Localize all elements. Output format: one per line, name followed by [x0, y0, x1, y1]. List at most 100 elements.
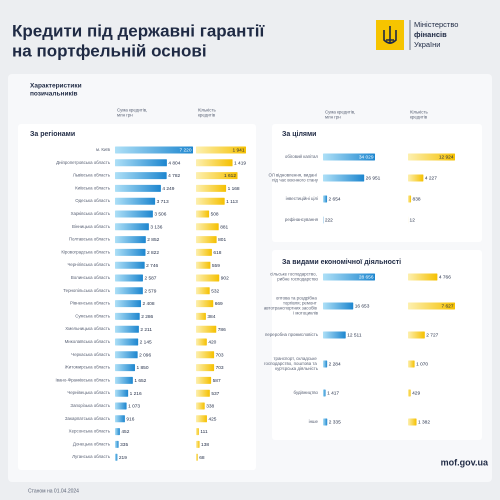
value-label: 1 419	[234, 160, 246, 166]
bar	[196, 248, 212, 256]
bar	[196, 261, 211, 269]
category-label: Херсонська область	[69, 429, 111, 434]
bar	[115, 440, 119, 448]
category-label: Кіровоградська область	[61, 250, 110, 255]
value-label: 420	[208, 340, 216, 346]
value-label: 222	[325, 218, 333, 224]
bar	[196, 389, 210, 397]
value-label: 12	[410, 218, 416, 224]
category-label: Запорізька область	[70, 403, 110, 408]
value-label: 4 227	[425, 176, 437, 182]
category-label: транспорт, складське господарство, пошто…	[264, 356, 319, 371]
column-header: Кількість кредитів	[198, 108, 217, 118]
bar	[115, 402, 127, 410]
bar	[196, 197, 225, 205]
value-label: 2 211	[140, 327, 152, 333]
category-label: м. Київ	[96, 147, 111, 152]
chart-title: За регіонами	[30, 130, 75, 138]
subtitle: Характеристики	[30, 83, 82, 90]
bar	[196, 184, 227, 192]
value-label: 2 579	[144, 288, 156, 294]
value-label: 7 220	[179, 148, 191, 154]
value-label: 786	[218, 327, 226, 333]
bar	[115, 223, 149, 231]
category-label: Черкаська область	[71, 352, 110, 357]
category-label: Миколаївська область	[65, 339, 111, 344]
bar	[408, 174, 424, 182]
category-label: Одеська область	[75, 198, 110, 203]
bar	[196, 351, 215, 359]
value-label: 703	[216, 365, 224, 371]
value-label: 2 746	[146, 263, 158, 269]
category-label: Волинська область	[71, 275, 111, 280]
category-label: Івано-Франківська область	[55, 378, 110, 383]
bar	[115, 338, 139, 346]
category-label: Тернопільська область	[63, 288, 111, 293]
category-label: Хмельницька область	[65, 326, 110, 331]
value-label: 452	[121, 429, 129, 435]
category-label: Закарпатська область	[65, 416, 111, 421]
category-label: інвестиційні цілі	[286, 196, 318, 201]
site[interactable]: mof.gov.ua	[441, 457, 489, 467]
value-label: 2 822	[147, 250, 159, 256]
category-label: Рівненська область	[70, 301, 111, 306]
title: Кредити під державні гарантії	[12, 21, 265, 40]
column-header: Кількість кредитів	[410, 110, 429, 120]
value-label: 2 408	[143, 301, 155, 307]
ministry: України	[414, 40, 440, 49]
bar	[323, 302, 354, 310]
bar	[196, 364, 215, 372]
value-label: 425	[208, 416, 216, 422]
value-label: 111	[200, 429, 208, 435]
bar	[196, 172, 238, 180]
bar	[115, 325, 139, 333]
column-header: Сума кредитів, млн грн	[325, 110, 356, 120]
value-label: 1 168	[228, 186, 240, 192]
bar	[196, 428, 199, 436]
bar	[408, 418, 417, 426]
value-label: 1 073	[128, 404, 140, 410]
bar	[115, 376, 133, 384]
category-label: сільське господарство, рибне господарств…	[270, 272, 318, 282]
bar	[115, 184, 161, 192]
value-label: 838	[413, 197, 421, 203]
value-label: 703	[216, 352, 224, 358]
bar	[115, 236, 146, 244]
bar	[115, 415, 125, 423]
bar	[196, 338, 207, 346]
value-label: 1 941	[232, 148, 244, 154]
bar	[115, 453, 118, 461]
bar	[196, 159, 233, 167]
date: Станом на 01.04.2024	[28, 488, 79, 494]
bar	[196, 236, 217, 244]
value-label: 2 654	[329, 197, 341, 203]
category-label: Луганська область	[72, 454, 111, 459]
value-label: 1 216	[130, 391, 142, 397]
bar	[408, 302, 455, 310]
column-header: Сума кредитів, млн грн	[117, 108, 148, 118]
value-label: 881	[220, 224, 228, 230]
bar	[408, 360, 415, 368]
value-label: 2 727	[426, 333, 438, 339]
bar	[196, 440, 200, 448]
bar	[115, 364, 135, 372]
chart-title: За цілями	[282, 130, 316, 138]
value-label: 1 612	[224, 173, 236, 179]
logo	[376, 20, 411, 50]
category-label: рефінансування	[285, 217, 319, 222]
bar	[323, 331, 346, 339]
bar	[196, 146, 246, 154]
bar	[323, 360, 328, 368]
bar	[323, 273, 375, 281]
value-label: 384	[207, 314, 215, 320]
value-label: 28 656	[359, 275, 374, 281]
value-label: 16 653	[355, 304, 370, 310]
category-label: будівництво	[294, 390, 319, 395]
bar	[408, 331, 425, 339]
value-label: 618	[213, 250, 221, 256]
category-label: Чернівецька область	[67, 390, 110, 395]
chart-title: За видами економічної діяльності	[282, 258, 401, 266]
value-label: 138	[201, 442, 209, 448]
bar	[196, 453, 198, 461]
category-label: Вінницька область	[72, 224, 111, 229]
